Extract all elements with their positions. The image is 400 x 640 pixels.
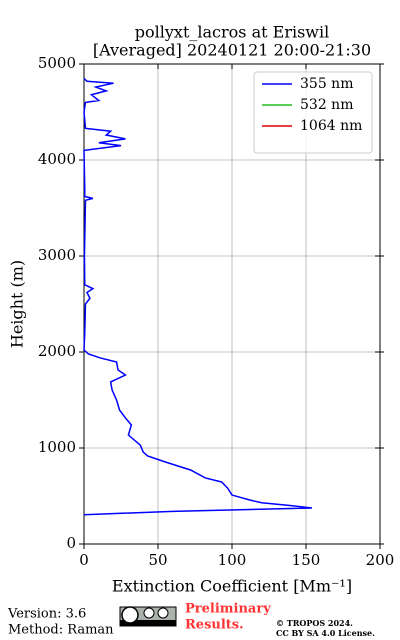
y-axis-label: Height (m) [8, 260, 27, 348]
legend-label: 1064 nm [300, 118, 362, 134]
x-axis-label: Extinction Coefficient [Mm⁻¹] [112, 577, 352, 596]
legend: 355 nm 532 nm 1064 nm [253, 71, 373, 154]
notice: Results. [185, 618, 244, 633]
copyright: CC BY SA 4.0 License. [276, 628, 375, 638]
x-tick-label: 200 [366, 551, 395, 569]
chart-title: pollyxt_lacros at Eriswil [135, 23, 329, 42]
x-tick-label: 50 [148, 551, 167, 569]
method: Method: Raman [8, 623, 114, 638]
version: Version: 3.6 [7, 607, 86, 622]
chart-subtitle: [Averaged] 20240121 20:00-21:30 [93, 41, 371, 60]
legend-box [253, 71, 373, 154]
plot-frame [83, 63, 381, 545]
x-tick-label: 100 [218, 551, 247, 569]
copyright: © TROPOS 2024. [276, 618, 353, 628]
legend-label: 355 nm [300, 76, 353, 92]
y-tick-label: 4000 [38, 150, 76, 168]
y-tick-label: 2000 [38, 342, 76, 360]
y-tick-label: 3000 [38, 246, 76, 264]
x-tick-label: 0 [79, 551, 89, 569]
profile-line [83, 77, 313, 516]
notice: Preliminary [185, 602, 271, 617]
y-tick-label: 0 [66, 534, 76, 552]
x-tick-label: 150 [292, 551, 321, 569]
cc-icon [119, 606, 177, 627]
legend-label: 532 nm [300, 97, 353, 113]
y-tick-label: 1000 [38, 438, 76, 456]
y-tick-label: 5000 [38, 54, 76, 72]
